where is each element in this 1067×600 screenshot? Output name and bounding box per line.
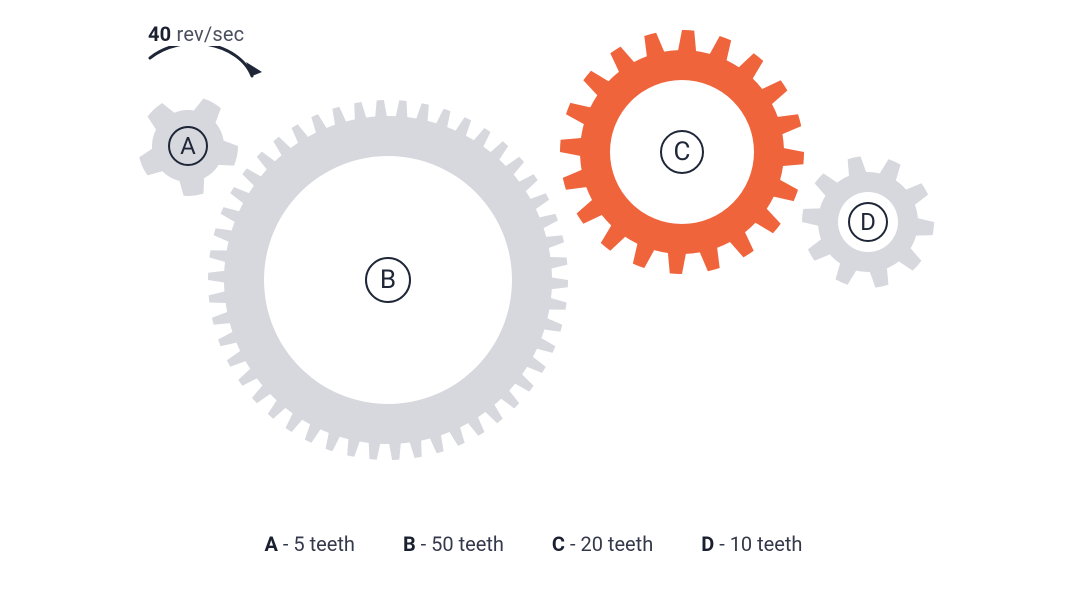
legend-item: C - 20 teeth — [552, 532, 653, 556]
gear-d: D — [800, 154, 936, 290]
gear-label: D — [848, 202, 888, 242]
speed-label: 40 rev/sec — [148, 22, 244, 46]
legend: A - 5 teeth B - 50 teeth C - 20 teeth D … — [0, 532, 1067, 556]
diagram-stage: 40 rev/sec A B C D A - 5 teeth B - 50 teeth… — [0, 0, 1067, 600]
legend-item: A - 5 teeth — [265, 532, 355, 556]
gear-label: A — [168, 126, 208, 166]
speed-unit: rev/sec — [177, 22, 245, 46]
gear-b: B — [206, 98, 570, 462]
gear-label: C — [660, 130, 704, 174]
legend-item: B - 50 teeth — [403, 532, 504, 556]
legend-item: D - 10 teeth — [701, 532, 802, 556]
gear-label: B — [365, 257, 411, 303]
rotation-arrow-icon — [140, 46, 270, 96]
speed-value: 40 — [148, 22, 171, 46]
gear-c: C — [558, 28, 806, 276]
